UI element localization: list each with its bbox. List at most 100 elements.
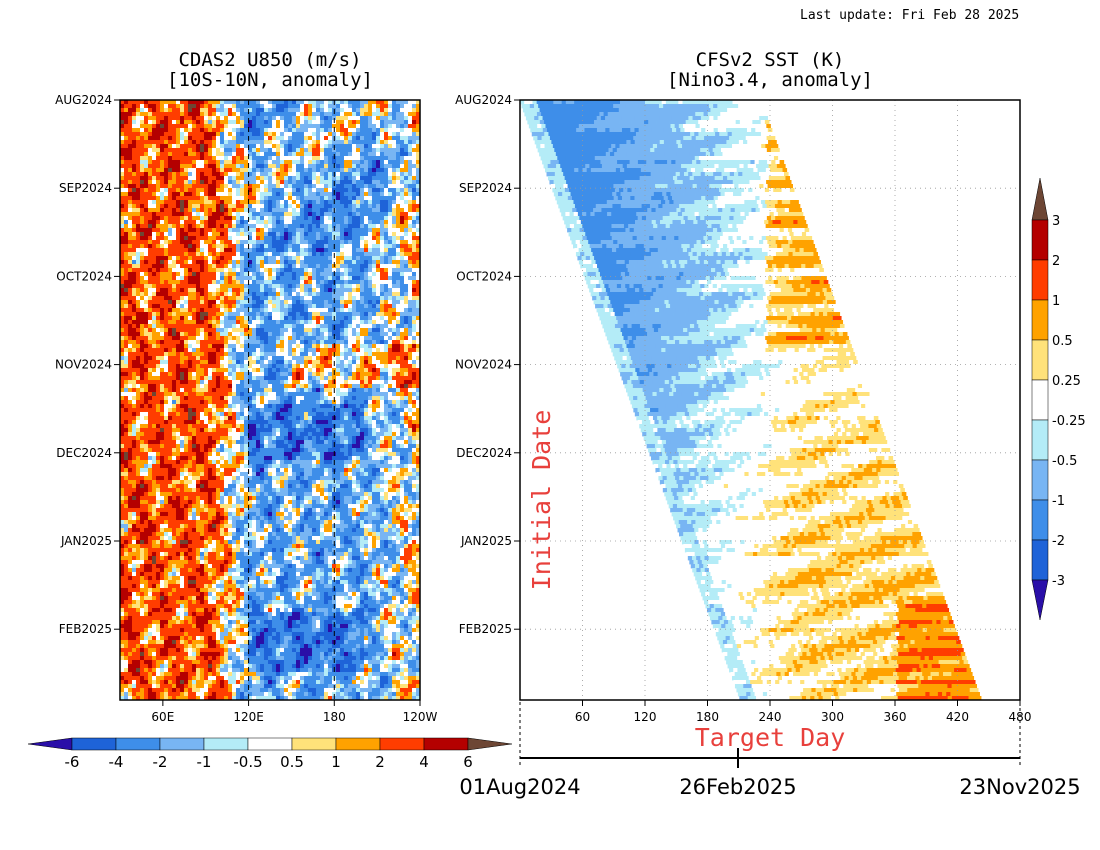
- u850-cell: [240, 256, 245, 261]
- u850-cell: [400, 148, 405, 153]
- u850-cell: [416, 160, 420, 165]
- u850-cell: [144, 128, 149, 133]
- u850-cell: [196, 204, 201, 209]
- u850-cell: [252, 140, 257, 145]
- u850-cell: [200, 316, 205, 321]
- u850-cell: [296, 188, 301, 193]
- u850-cell: [272, 264, 277, 269]
- u850-cell: [352, 284, 357, 289]
- u850-cell: [236, 328, 241, 333]
- u850-cell: [132, 348, 137, 353]
- u850-cell: [328, 224, 333, 229]
- u850-cell: [376, 160, 381, 165]
- u850-cell: [152, 216, 157, 221]
- u850-cell: [292, 256, 297, 261]
- u850-cell: [272, 112, 277, 117]
- u850-cell: [396, 308, 401, 313]
- u850-cell: [260, 100, 265, 105]
- u850-cell: [212, 204, 217, 209]
- u850-cell: [308, 124, 313, 129]
- u850-cell: [400, 264, 405, 269]
- u850-cell: [132, 156, 137, 161]
- u850-cell: [348, 324, 353, 329]
- u850-cell: [240, 316, 245, 321]
- u850-cell: [140, 336, 145, 341]
- u850-cell: [164, 168, 169, 173]
- u850-cell: [136, 172, 141, 177]
- u850-cell: [184, 320, 189, 325]
- u850-cell: [120, 248, 125, 253]
- u850-cell: [264, 320, 269, 325]
- u850-cell: [340, 312, 345, 317]
- u850-cell: [176, 364, 181, 369]
- u850-cell: [212, 268, 217, 273]
- u850-cell: [332, 132, 337, 137]
- u850-cell: [152, 308, 157, 313]
- u850-cell: [292, 144, 297, 149]
- u850-cell: [404, 192, 409, 197]
- u850-cell: [372, 180, 377, 185]
- u850-cell: [256, 356, 261, 361]
- u850-cell: [240, 240, 245, 245]
- u850-cell: [360, 244, 365, 249]
- u850-cell: [300, 120, 305, 125]
- u850-cell: [312, 280, 317, 285]
- u850-cell: [248, 148, 253, 153]
- u850-cell: [168, 256, 173, 261]
- u850-cell: [292, 108, 297, 113]
- u850-cell: [300, 236, 305, 241]
- u850-cell: [172, 116, 177, 121]
- u850-cell: [324, 248, 329, 253]
- u850-cell: [140, 260, 145, 265]
- u850-cell: [260, 268, 265, 273]
- u850-cell: [276, 192, 281, 197]
- u850-cell: [252, 216, 257, 221]
- u850-cell: [368, 272, 373, 277]
- u850-cell: [240, 340, 245, 345]
- u850-cell: [364, 196, 369, 201]
- u850-cell: [260, 152, 265, 157]
- u850-cell: [188, 204, 193, 209]
- u850-cell: [292, 116, 297, 121]
- u850-cell: [284, 272, 289, 277]
- u850-cell: [372, 268, 377, 273]
- u850-cell: [288, 292, 293, 297]
- u850-cell: [128, 136, 133, 141]
- u850-cell: [416, 200, 420, 205]
- u850-cell: [348, 148, 353, 153]
- u850-cell: [352, 208, 357, 213]
- u850-cell: [168, 344, 173, 349]
- u850-cell: [176, 232, 181, 237]
- u850-cell: [128, 352, 133, 357]
- u850-cell: [124, 240, 129, 245]
- u850-cell: [404, 308, 409, 313]
- u850-cell: [216, 280, 221, 285]
- u850-cell: [144, 296, 149, 301]
- u850-cell: [284, 164, 289, 169]
- u850-cell: [408, 192, 413, 197]
- u850-cell: [280, 212, 285, 217]
- u850-cell: [164, 148, 169, 153]
- u850-cell: [136, 108, 141, 113]
- u850-cell: [260, 144, 265, 149]
- u850-cell: [184, 204, 189, 209]
- u850-cell: [320, 336, 325, 341]
- u850-cell: [372, 132, 377, 137]
- u850-cell: [352, 220, 357, 225]
- u850-cell: [144, 248, 149, 253]
- u850-cell: [316, 104, 321, 109]
- u850-cell: [236, 204, 241, 209]
- u850-cell: [212, 308, 217, 313]
- u850-cell: [180, 180, 185, 185]
- u850-cell: [288, 160, 293, 165]
- u850-cell: [320, 296, 325, 301]
- u850-cell: [316, 120, 321, 125]
- u850-cell: [244, 240, 249, 245]
- u850-cell: [392, 312, 397, 317]
- u850-cell: [384, 312, 389, 317]
- u850-cell: [240, 168, 245, 173]
- u850-cell: [188, 100, 193, 105]
- u850-cell: [416, 208, 420, 213]
- u850-cell: [136, 208, 141, 213]
- u850-cell: [376, 120, 381, 125]
